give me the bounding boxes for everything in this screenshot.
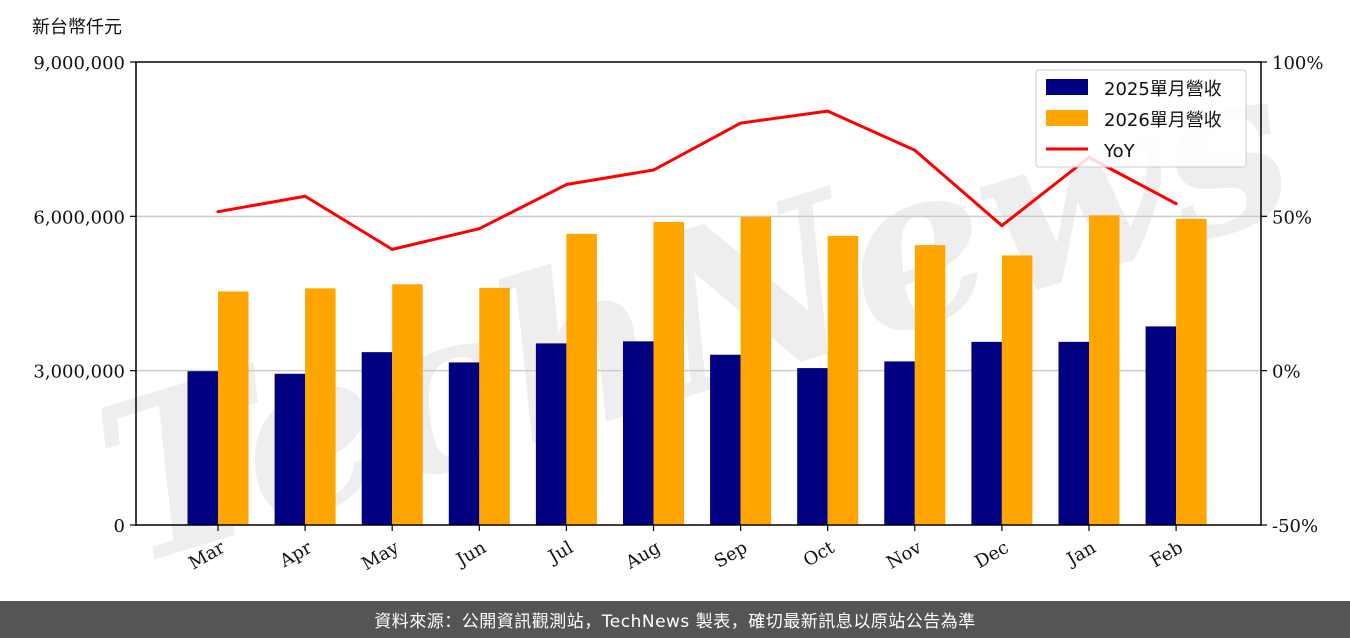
yoy-point-jun [477,227,481,231]
yoy-point-aug [652,168,655,172]
legend-label-2025: 2025單月營收 [1104,79,1222,100]
y-left-tick-label: 3,000,000 [33,362,125,383]
bar-2026-apr [305,288,336,525]
y-left-tick-label: 0 [114,516,125,537]
bar-2025-dec [971,341,1002,525]
x-tick-label-feb: Feb [1147,537,1187,572]
bar-2025-aug [623,341,654,525]
source-text: 資料來源：公開資訊觀測站，TechNews 製表，確切最新訊息以原站公告為準 [374,612,976,632]
bar-2025-sep [710,354,741,525]
bar-2025-mar [187,371,218,525]
x-tick-label-oct: Oct [800,537,839,572]
y-left-tick-label: 9,000,000 [33,53,125,74]
y-right-tick-label: 0% [1272,362,1301,383]
legend: 2025單月營收 2026單月營收 YoY [1035,69,1247,168]
y-right-tick-label: 100% [1272,53,1323,74]
y-right-tick-label: 50% [1272,207,1312,228]
bars [187,215,1207,526]
legend-label-2026: 2026單月營收 [1104,110,1222,131]
bar-2026-oct [827,235,859,526]
bar-2026-may [392,284,423,525]
bar-2026-nov [914,245,946,526]
legend-box [1035,69,1247,168]
bar-2026-feb [1176,218,1207,525]
bar-2025-jul [535,343,567,525]
yoy-point-dec [1000,224,1004,228]
bar-2025-jun [448,362,480,525]
legend-swatch-2025 [1046,79,1088,95]
bar-2026-jan [1089,215,1120,525]
yoy-point-feb [1174,202,1178,206]
bar-2025-oct [797,368,828,525]
x-tick-label-dec: Dec [971,537,1012,573]
x-tick-label-aug: Aug [621,537,664,574]
bar-2026-mar [218,291,249,525]
bar-2026-jun [479,287,510,525]
bar-2025-jan [1058,341,1089,525]
yoy-point-apr [303,194,307,198]
source-footer: 資料來源：公開資訊觀測站，TechNews 製表，確切最新訊息以原站公告為準 [0,601,1350,638]
y-left-tick-label: 6,000,000 [33,207,125,228]
x-tick-label-sep: Sep [711,537,751,572]
x-tick-label-jul: Jul [543,537,577,569]
yoy-point-oct [826,109,830,113]
x-tick-label-nov: Nov [883,537,926,574]
y-left-axis: 0 3,000,000 6,000,000 9,000,000 [33,53,136,537]
yoy-point-mar [216,210,220,214]
y-right-tick-label: -50% [1272,516,1318,537]
y-right-axis: -50% 0% 50% 100% [1261,53,1323,537]
bar-2025-may [361,352,393,525]
legend-swatch-2026 [1046,110,1088,126]
bar-2025-nov [884,361,915,525]
legend-label-yoy: YoY [1103,141,1136,162]
bar-2026-jul [566,233,597,525]
bar-2025-apr [274,373,306,525]
yoy-point-jul [564,183,568,187]
bar-2026-aug [653,221,684,525]
x-tick-label-jan: Jan [1062,537,1100,571]
bar-2026-dec [1001,255,1033,526]
yoy-point-nov [913,148,917,152]
bar-2026-sep [740,216,772,525]
yoy-point-sep [739,121,743,125]
yoy-line [217,109,1177,251]
y-left-unit-label: 新台幣仟元 [32,17,122,38]
revenue-chart: TechNews 新台幣仟元 03,000,0006,000,0009,000,… [32,10,1323,600]
yoy-point-may [390,247,394,251]
x-tick-label-jun: Jun [451,537,490,572]
plot-frame [135,61,1262,526]
bar-2025-feb [1145,326,1177,525]
